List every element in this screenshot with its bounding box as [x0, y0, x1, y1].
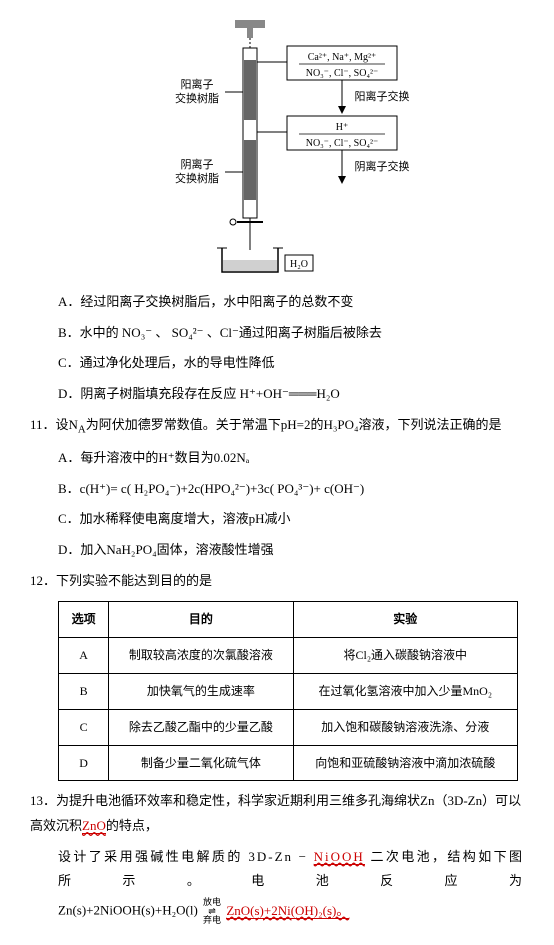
q11-option-B: B．c(H⁺)= c( H₂PO₄⁻)+2c(HPO₄²⁻)+3c( PO₄³⁻…: [58, 477, 524, 502]
h2o-label: H₂O: [290, 259, 308, 270]
table-row: B 加快氧气的生成速率 在过氧化氢溶液中加入少量MnO₂: [59, 673, 518, 709]
q12-table: 选项 目的 实验 A 制取较高浓度的次氯酸溶液 将Cl₂通入碳酸钠溶液中 B 加…: [58, 601, 518, 781]
q12-cell: 制备少量二氧化硫气体: [109, 745, 293, 781]
q13-stem: 13．为提升电池循环效率和稳定性，科学家近期利用三维多孔海绵状Zn（3D-Zn）…: [30, 789, 524, 838]
q10-D-text: 阴离子树脂填充段存在反应 H⁺+OH⁻═══H₂O: [80, 386, 339, 401]
ani-resin-label-1: 阴离子: [181, 157, 214, 171]
q12-stem: 12．下列实验不能达到目的的是: [30, 569, 524, 594]
ani-resin-label-2: 交换树脂: [175, 171, 219, 185]
ions-top-1: Ca²⁺, Na⁺, Mg²⁺: [308, 52, 377, 63]
q10-option-C: C．通过净化处理后，水的导电性降低: [58, 351, 524, 376]
table-row: C 除去乙酸乙酯中的少量乙酸 加入饱和碳酸钠溶液洗涤、分液: [59, 709, 518, 745]
q12-cell: D: [59, 745, 109, 781]
q13-l2a: 设计了采用强碱性电解质的 3D-Zn −: [58, 849, 314, 864]
q12-cell: 在过氧化氢溶液中加入少量MnO₂: [293, 673, 517, 709]
eq-arrows: 放电 ⇌ 弃电: [203, 898, 221, 925]
q11-option-A: A．每升溶液中的H⁺数目为0.02Nₐ: [58, 446, 524, 471]
q12-th-2: 实验: [293, 602, 517, 638]
ions-top-2: NO₃⁻, Cl⁻, SO₄²⁻: [306, 68, 378, 79]
eq-bottom: 弃电: [203, 915, 221, 925]
q11-B-text: c(H⁺)= c( H₂PO₄⁻)+2c(HPO₄²⁻)+3c( PO₄³⁻)+…: [80, 481, 365, 496]
q12-th-1: 目的: [109, 602, 293, 638]
h-plus-label: H⁺: [336, 122, 349, 133]
q12-th-0: 选项: [59, 602, 109, 638]
q11-C-text: 加水稀释使电离度增大，溶液pH减小: [80, 511, 291, 526]
q12-cell: B: [59, 673, 109, 709]
q12-cell: A: [59, 638, 109, 674]
q13-p2: 的特点，: [106, 818, 158, 833]
q12-cell: 加快氧气的生成速率: [109, 673, 293, 709]
ani-exchange-label: 阴离子交换: [355, 159, 410, 173]
diagram-svg: H₂O 阳离子 交换树脂 阴离子 交换树脂 Ca²⁺, Na⁺, Mg²⁺ NO…: [127, 20, 427, 280]
q11-rest: 为阿伏加德罗常数值。关于常温下pH=2的H₃PO₄溶液，下列说法正确的是: [86, 417, 502, 432]
q12-cell: 加入饱和碳酸钠溶液洗涤、分液: [293, 709, 517, 745]
q10-A-text: 经过阳离子交换树脂后，水中阳离子的总数不变: [80, 294, 353, 309]
q11-option-D: D．加入NaH₂PO₄固体，溶液酸性增强: [58, 538, 524, 563]
q13-niooh: NiOOH: [314, 849, 365, 865]
q13-zno: ZnO: [82, 818, 106, 834]
q12-cell: 将Cl₂通入碳酸钠溶液中: [293, 638, 517, 674]
q13-line2: 设计了采用强碱性电解质的 3D-Zn − NiOOH 二次电池，结构如下图所示。…: [58, 845, 524, 894]
eq-right: ZnO(s)+2Ni(OH)₂(s)。: [226, 903, 349, 919]
table-row: D 制备少量二氧化硫气体 向饱和亚硫酸钠溶液中滴加浓硫酸: [59, 745, 518, 781]
q10-option-D: D．阴离子树脂填充段存在反应 H⁺+OH⁻═══H₂O: [58, 382, 524, 407]
q10-option-A: A．经过阳离子交换树脂后，水中阳离子的总数不变: [58, 290, 524, 315]
ions-mid-label: NO₃⁻, Cl⁻, SO₄²⁻: [306, 138, 378, 149]
q12-cell: 向饱和亚硫酸钠溶液中滴加浓硫酸: [293, 745, 517, 781]
table-row: A 制取较高浓度的次氯酸溶液 将Cl₂通入碳酸钠溶液中: [59, 638, 518, 674]
eq-left: Zn(s)+2NiOOH(s)+H₂O(l): [58, 903, 198, 918]
q12-cell: 制取较高浓度的次氯酸溶液: [109, 638, 293, 674]
q10-B-text: 水中的 NO₃⁻ 、 SO₄²⁻ 、Cl⁻通过阳离子树脂后被除去: [80, 325, 382, 340]
q11-D-text: 加入NaH₂PO₄固体，溶液酸性增强: [80, 542, 273, 557]
q10-option-B: B．水中的 NO₃⁻ 、 SO₄²⁻ 、Cl⁻通过阳离子树脂后被除去: [58, 321, 524, 346]
q13-equation: Zn(s)+2NiOOH(s)+H₂O(l) 放电 ⇌ 弃电 ZnO(s)+2N…: [58, 898, 524, 925]
q10-C-text: 通过净化处理后，水的导电性降低: [80, 355, 275, 370]
q12-cell: 除去乙酸乙酯中的少量乙酸: [109, 709, 293, 745]
q12-cell: C: [59, 709, 109, 745]
q11-prefix: 11．设N: [30, 417, 78, 432]
ion-exchange-diagram: H₂O 阳离子 交换树脂 阴离子 交换树脂 Ca²⁺, Na⁺, Mg²⁺ NO…: [30, 20, 524, 280]
cat-resin-label-1: 阳离子: [181, 77, 214, 91]
q11-sub: A: [78, 423, 86, 435]
q11-stem: 11．设NA为阿伏加德罗常数值。关于常温下pH=2的H₃PO₄溶液，下列说法正确…: [30, 413, 524, 440]
cat-resin-label-2: 交换树脂: [175, 91, 219, 105]
q11-option-C: C．加水稀释使电离度增大，溶液pH减小: [58, 507, 524, 532]
cat-exchange-label: 阳离子交换: [355, 89, 410, 103]
eq-top: 放电: [203, 897, 221, 907]
q11-A-text: 每升溶液中的H⁺数目为0.02Nₐ: [80, 450, 249, 465]
